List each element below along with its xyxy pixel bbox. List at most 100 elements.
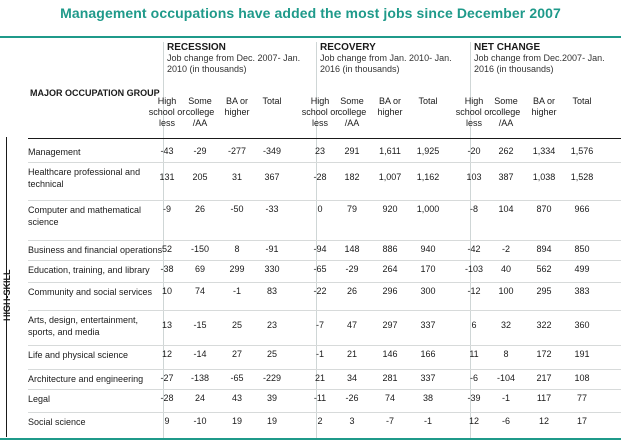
- table-cell: 920: [382, 204, 398, 214]
- table-cell: 34: [346, 373, 357, 383]
- table-cell: -1: [501, 393, 510, 403]
- table-cell: 886: [382, 244, 398, 254]
- table-cell: 74: [194, 286, 205, 296]
- column-header: Some college /AA: [185, 96, 215, 128]
- table-cell: 77: [576, 393, 587, 403]
- table-cell: 1,334: [532, 146, 556, 156]
- column-header: High school or less: [301, 96, 339, 128]
- table-cell: 262: [498, 146, 514, 156]
- column-header: Total: [418, 96, 438, 106]
- table-cell: -6: [501, 416, 510, 426]
- table-cell: -10: [193, 416, 207, 426]
- table-cell: -11: [313, 393, 327, 403]
- table-cell: 6: [471, 320, 477, 330]
- table-cell: -7: [385, 416, 394, 426]
- table-cell: 330: [264, 264, 280, 274]
- column-header: Total: [572, 96, 592, 106]
- table-cell: 870: [536, 204, 552, 214]
- table-cell: -14: [193, 349, 207, 359]
- table-cell: -33: [265, 204, 279, 214]
- table-cell: 281: [382, 373, 398, 383]
- table-cell: 43: [231, 393, 242, 403]
- row-divider: [28, 162, 621, 163]
- table-cell: -28: [160, 393, 174, 403]
- row-label: Healthcare professional and technical: [28, 167, 141, 189]
- table-cell: -103: [464, 264, 483, 274]
- table-cell: 850: [574, 244, 590, 254]
- table-cell: -65: [313, 264, 327, 274]
- table-cell: -65: [230, 373, 244, 383]
- table-cell: -26: [345, 393, 359, 403]
- table-cell: 39: [266, 393, 277, 403]
- table-cell: 387: [498, 172, 514, 182]
- table-cell: 52: [161, 244, 172, 254]
- row-label: Community and social services: [28, 287, 153, 297]
- table-cell: -150: [190, 244, 209, 254]
- side-label-high-skill: HIGH-SKILL: [2, 269, 12, 322]
- table-cell: 21: [314, 373, 325, 383]
- table-cell: -94: [313, 244, 327, 254]
- table-cell: 31: [231, 172, 242, 182]
- table-cell: 10: [161, 286, 172, 296]
- row-divider: [28, 282, 621, 283]
- table-cell: 297: [382, 320, 398, 330]
- group-heading: NET CHANGE: [474, 42, 541, 53]
- table-cell: -349: [262, 146, 281, 156]
- table-cell: 3: [349, 416, 355, 426]
- group-subheading: Job change from Dec. 2007- Jan. 2010 (in…: [167, 53, 301, 74]
- table-cell: 322: [536, 320, 552, 330]
- column-header: BA or higher: [531, 96, 557, 117]
- group-recovery: RECOVERY Job change from Jan. 2010- Jan.…: [320, 42, 465, 75]
- group-heading: RECOVERY: [320, 42, 376, 53]
- table-cell: 23: [266, 320, 277, 330]
- table-cell: 38: [422, 393, 433, 403]
- row-divider: [28, 345, 621, 346]
- table-cell: 299: [229, 264, 245, 274]
- table-cell: 2: [317, 416, 323, 426]
- table-cell: 23: [314, 146, 325, 156]
- table-cell: 499: [574, 264, 590, 274]
- column-header: High school or less: [455, 96, 493, 128]
- table-cell: 166: [420, 349, 436, 359]
- table-cell: 205: [192, 172, 208, 182]
- row-label: Life and physical science: [28, 350, 129, 360]
- table-cell: 1,162: [416, 172, 440, 182]
- table-cell: 19: [231, 416, 242, 426]
- table-cell: 24: [194, 393, 205, 403]
- table-cell: -29: [193, 146, 207, 156]
- table-cell: -91: [265, 244, 279, 254]
- table-cell: 296: [382, 286, 398, 296]
- table-cell: 940: [420, 244, 436, 254]
- table-cell: 131: [159, 172, 175, 182]
- table-cell: 21: [346, 349, 357, 359]
- table-cell: 264: [382, 264, 398, 274]
- table-cell: 19: [266, 416, 277, 426]
- table-cell: 337: [420, 320, 436, 330]
- table-cell: 32: [500, 320, 511, 330]
- table-cell: 12: [538, 416, 549, 426]
- row-divider: [28, 310, 621, 311]
- bottom-rule: [0, 438, 621, 440]
- table-cell: -15: [193, 320, 207, 330]
- header-rule: [28, 138, 621, 139]
- table-cell: 26: [346, 286, 357, 296]
- table-cell: -39: [467, 393, 481, 403]
- table-cell: 25: [266, 349, 277, 359]
- table-cell: 108: [574, 373, 590, 383]
- table-cell: 104: [498, 204, 514, 214]
- group-subheading: Job change from Dec.2007- Jan. 2016 (in …: [474, 53, 605, 74]
- data-table: RECESSION Job change from Dec. 2007- Jan…: [0, 36, 621, 440]
- table-cell: -104: [496, 373, 515, 383]
- column-header: Total: [262, 96, 282, 106]
- table-cell: -8: [469, 204, 478, 214]
- table-cell: 337: [420, 373, 436, 383]
- table-cell: 1,576: [570, 146, 594, 156]
- table-cell: 74: [384, 393, 395, 403]
- table-cell: 295: [536, 286, 552, 296]
- table-cell: 182: [344, 172, 360, 182]
- table-cell: -229: [262, 373, 281, 383]
- row-divider: [28, 389, 621, 390]
- column-header: BA or higher: [224, 96, 250, 117]
- table-cell: -277: [227, 146, 246, 156]
- column-header: High school or less: [148, 96, 186, 128]
